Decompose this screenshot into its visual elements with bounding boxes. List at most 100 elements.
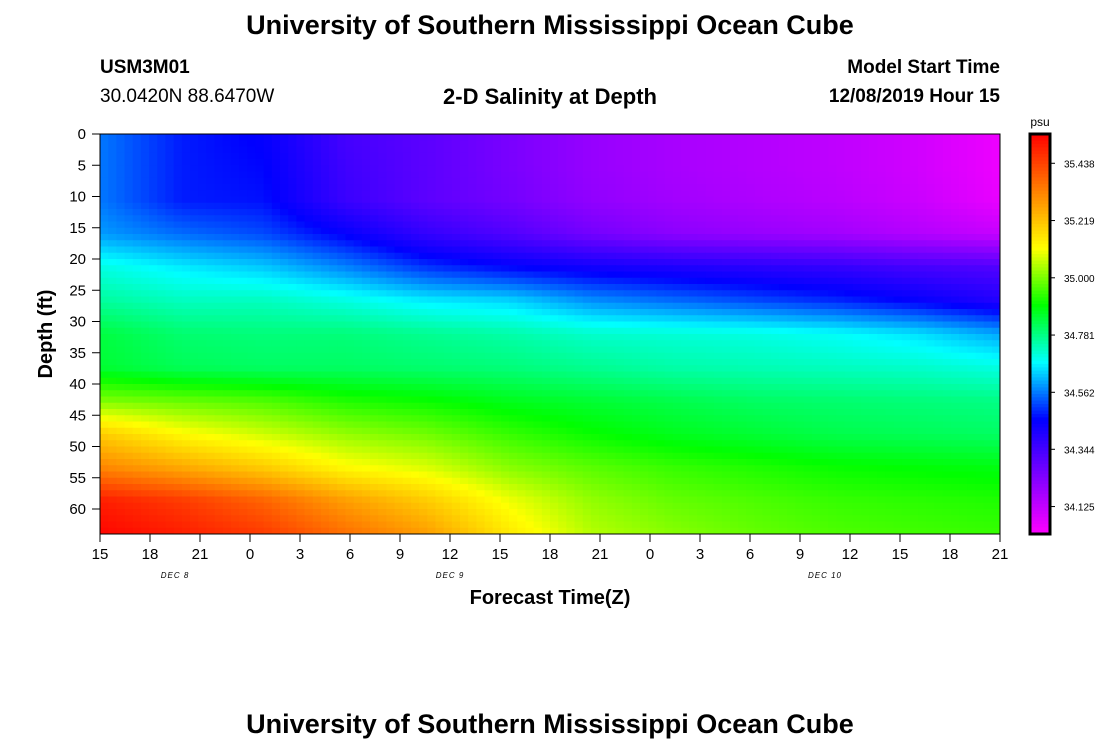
heatmap-cell (852, 384, 862, 391)
heatmap-cell (640, 290, 649, 298)
heatmap-cell (230, 271, 240, 279)
heatmap-cell (910, 146, 919, 154)
heatmap-cell (533, 277, 543, 285)
heatmap-cell (124, 302, 134, 310)
heatmap-cell (607, 209, 617, 216)
heatmap-cell (836, 352, 846, 360)
heatmap-cell (541, 196, 551, 204)
heatmap-cell (100, 252, 109, 260)
heatmap-cell (370, 184, 379, 191)
heatmap-cell (500, 202, 510, 210)
heatmap-cell (697, 265, 707, 273)
heatmap-cell (476, 252, 486, 260)
heatmap-cell (230, 265, 240, 273)
heatmap-cell (787, 409, 797, 416)
heatmap-cell (165, 259, 175, 266)
heatmap-cell (468, 190, 477, 198)
heatmap-cell (787, 284, 797, 291)
heatmap-cell (394, 177, 404, 185)
heatmap-cell (574, 327, 584, 335)
heatmap-cell (386, 302, 396, 310)
heatmap-cell (926, 246, 936, 254)
heatmap-cell (967, 402, 977, 410)
heatmap-cell (975, 265, 985, 273)
heatmap-cell (378, 321, 387, 329)
heatmap-cell (443, 302, 453, 310)
heatmap-cell (353, 265, 363, 273)
heatmap-cell (975, 165, 985, 173)
heatmap-cell (247, 190, 257, 198)
heatmap-cell (451, 190, 461, 198)
heatmap-cell (910, 359, 919, 366)
heatmap-cell (132, 209, 142, 216)
heatmap-cell (918, 196, 927, 204)
heatmap-cell (312, 221, 322, 229)
heatmap-cell (370, 234, 379, 241)
heatmap-cell (820, 371, 829, 379)
heatmap-cell (410, 390, 420, 398)
heatmap-cell (607, 190, 617, 198)
heatmap-cell (206, 140, 216, 148)
heatmap-cell (288, 296, 297, 304)
heatmap-cell (370, 352, 379, 360)
heatmap-cell (312, 190, 322, 198)
heatmap-cell (190, 377, 199, 385)
heatmap-cell (353, 359, 363, 366)
heatmap-cell (263, 152, 273, 160)
heatmap-cell (271, 259, 281, 266)
heatmap-cell (975, 159, 985, 166)
heatmap-cell (558, 177, 567, 185)
heatmap-cell (738, 196, 747, 204)
heatmap-cell (533, 246, 543, 254)
heatmap-cell (206, 309, 216, 316)
heatmap-cell (378, 340, 387, 348)
heatmap-cell (255, 209, 265, 216)
heatmap-cell (108, 377, 117, 385)
heatmap-cell (353, 384, 363, 391)
heatmap-cell (640, 165, 649, 173)
heatmap-cell (574, 396, 584, 404)
heatmap-cell (525, 227, 535, 235)
heatmap-cell (901, 340, 911, 348)
heatmap-cell (795, 152, 805, 160)
heatmap-cell (762, 284, 772, 291)
heatmap-cell (402, 365, 412, 373)
heatmap-cell (198, 409, 207, 416)
heatmap-cell (108, 277, 117, 285)
heatmap-cell (402, 202, 412, 210)
heatmap-cell (263, 384, 273, 391)
heatmap-cell (770, 334, 780, 341)
heatmap-cell (108, 384, 117, 391)
heatmap-cell (918, 359, 927, 366)
heatmap-cell (517, 296, 527, 304)
heatmap-cell (787, 165, 797, 173)
heatmap-cell (754, 377, 764, 385)
heatmap-cell (157, 377, 167, 385)
heatmap-cell (435, 415, 445, 423)
heatmap-cell (230, 390, 240, 398)
heatmap-cell (230, 246, 240, 254)
heatmap-cell (239, 215, 248, 223)
heatmap-cell (746, 240, 756, 248)
heatmap-cell (239, 252, 248, 260)
heatmap-cell (623, 402, 633, 410)
heatmap-cell (214, 296, 224, 304)
heatmap-cell (173, 140, 183, 148)
heatmap-cell (640, 140, 649, 148)
heatmap-cell (435, 315, 445, 323)
heatmap-cell (370, 259, 379, 266)
heatmap-cell (190, 171, 199, 179)
heatmap-cell (885, 140, 895, 148)
heatmap-cell (762, 390, 772, 398)
heatmap-cell (116, 415, 126, 423)
heatmap-cell (320, 196, 330, 204)
heatmap-cell (239, 140, 248, 148)
heatmap-cell (566, 171, 576, 179)
heatmap-cell (828, 315, 837, 323)
heatmap-cell (247, 221, 257, 229)
heatmap-cell (263, 240, 273, 248)
heatmap-cell (124, 252, 134, 260)
heatmap-cell (599, 390, 608, 398)
heatmap-cell (533, 302, 543, 310)
heatmap-cell (730, 296, 739, 304)
